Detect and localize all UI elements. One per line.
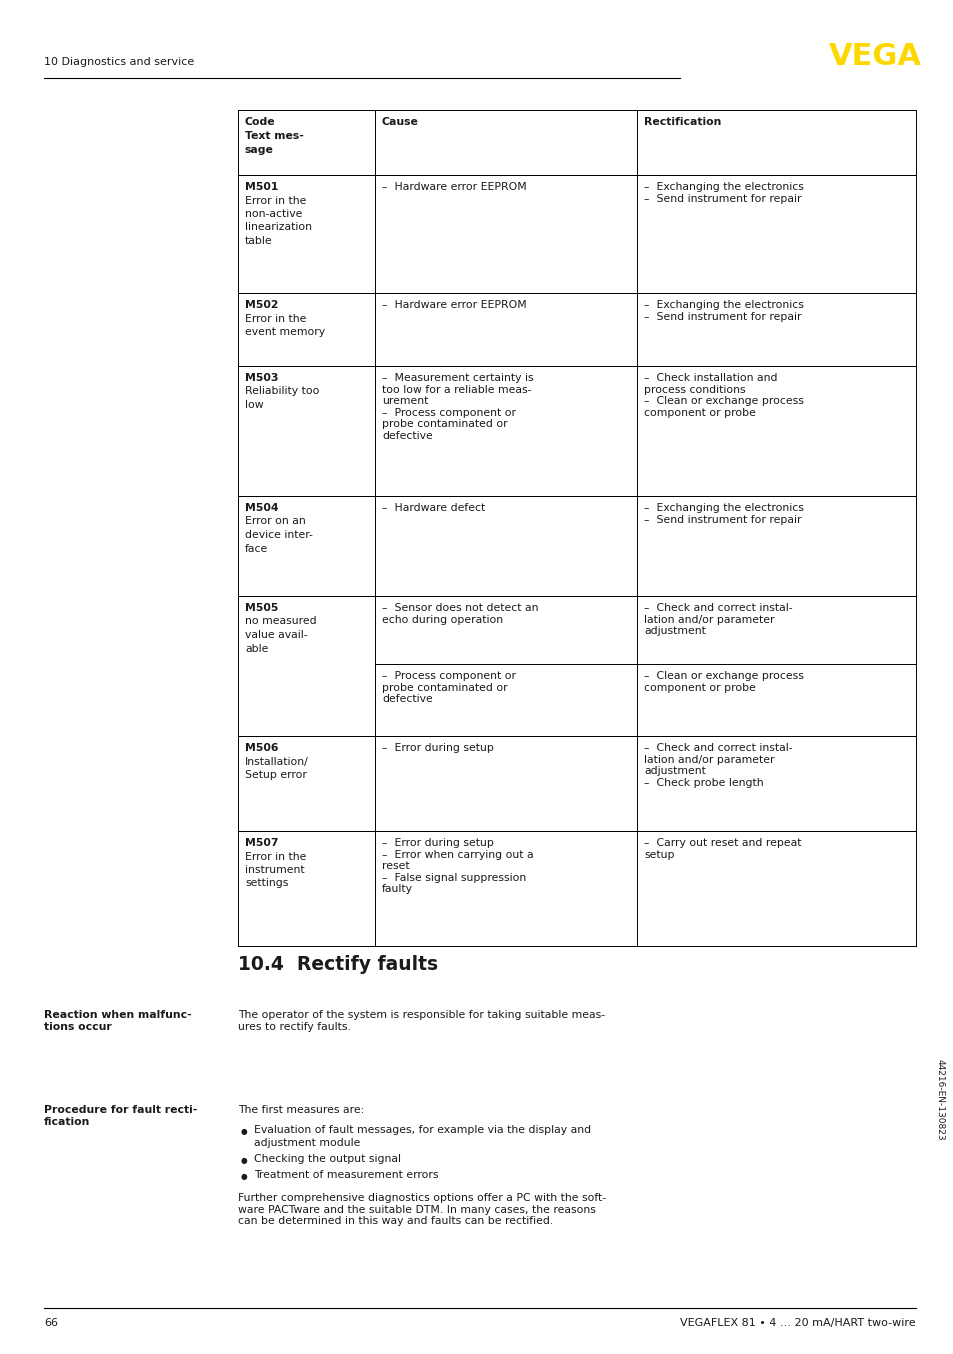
Text: –  Check installation and
process conditions
–  Clean or exchange process
compon: – Check installation and process conditi… bbox=[643, 372, 803, 418]
Text: Error in the: Error in the bbox=[245, 314, 306, 324]
Text: adjustment module: adjustment module bbox=[253, 1139, 360, 1148]
Text: value avail-: value avail- bbox=[245, 630, 307, 640]
Text: –  Error during setup: – Error during setup bbox=[381, 743, 494, 753]
Text: –  Error during setup
–  Error when carrying out a
reset
–  False signal suppres: – Error during setup – Error when carryi… bbox=[381, 838, 533, 895]
Text: –  Check and correct instal-
lation and/or parameter
adjustment
–  Check probe l: – Check and correct instal- lation and/o… bbox=[643, 743, 792, 788]
Text: –  Hardware error EEPROM: – Hardware error EEPROM bbox=[381, 181, 526, 192]
Text: Rectification: Rectification bbox=[643, 116, 720, 127]
Text: Further comprehensive diagnostics options offer a PC with the soft-
ware PACTwar: Further comprehensive diagnostics option… bbox=[237, 1193, 605, 1227]
Text: face: face bbox=[245, 543, 268, 554]
Text: sage: sage bbox=[245, 145, 274, 154]
Text: settings: settings bbox=[245, 879, 288, 888]
Text: device inter-: device inter- bbox=[245, 529, 313, 540]
Text: Reliability too: Reliability too bbox=[245, 386, 319, 397]
Text: Setup error: Setup error bbox=[245, 770, 307, 780]
Text: VEGA: VEGA bbox=[828, 42, 921, 70]
Text: M507: M507 bbox=[245, 838, 278, 848]
Text: The first measures are:: The first measures are: bbox=[237, 1105, 364, 1114]
Text: M502: M502 bbox=[245, 301, 278, 310]
Text: Error in the: Error in the bbox=[245, 195, 306, 206]
Text: 10.4  Rectify faults: 10.4 Rectify faults bbox=[237, 955, 437, 974]
Text: Error in the: Error in the bbox=[245, 852, 306, 861]
Text: no measured: no measured bbox=[245, 616, 316, 627]
Text: –  Exchanging the electronics
–  Send instrument for repair: – Exchanging the electronics – Send inst… bbox=[643, 301, 803, 322]
Text: able: able bbox=[245, 643, 268, 654]
Text: –  Sensor does not detect an
echo during operation: – Sensor does not detect an echo during … bbox=[381, 603, 537, 624]
Text: Procedure for fault recti-
fication: Procedure for fault recti- fication bbox=[44, 1105, 197, 1127]
Text: –  Process component or
probe contaminated or
defective: – Process component or probe contaminate… bbox=[381, 672, 516, 704]
Text: –  Exchanging the electronics
–  Send instrument for repair: – Exchanging the electronics – Send inst… bbox=[643, 181, 803, 203]
Text: –  Measurement certainty is
too low for a reliable meas-
urement
–  Process comp: – Measurement certainty is too low for a… bbox=[381, 372, 533, 441]
Text: Installation/: Installation/ bbox=[245, 757, 309, 766]
Text: VEGAFLEX 81 • 4 … 20 mA/HART two-wire: VEGAFLEX 81 • 4 … 20 mA/HART two-wire bbox=[679, 1317, 915, 1328]
Text: Text mes-: Text mes- bbox=[245, 131, 304, 141]
Text: Cause: Cause bbox=[381, 116, 418, 127]
Text: M506: M506 bbox=[245, 743, 278, 753]
Text: Checking the output signal: Checking the output signal bbox=[253, 1154, 400, 1164]
Text: M503: M503 bbox=[245, 372, 278, 383]
Text: ●: ● bbox=[241, 1156, 248, 1164]
Text: –  Exchanging the electronics
–  Send instrument for repair: – Exchanging the electronics – Send inst… bbox=[643, 502, 803, 524]
Text: Evaluation of fault messages, for example via the display and: Evaluation of fault messages, for exampl… bbox=[253, 1125, 591, 1135]
Text: non-active: non-active bbox=[245, 209, 302, 219]
Text: –  Carry out reset and repeat
setup: – Carry out reset and repeat setup bbox=[643, 838, 801, 860]
Text: –  Hardware error EEPROM: – Hardware error EEPROM bbox=[381, 301, 526, 310]
Text: 66: 66 bbox=[44, 1317, 58, 1328]
Text: linearization: linearization bbox=[245, 222, 312, 233]
Text: Reaction when malfunc-
tions occur: Reaction when malfunc- tions occur bbox=[44, 1010, 192, 1032]
Text: table: table bbox=[245, 236, 273, 246]
Text: –  Clean or exchange process
component or probe: – Clean or exchange process component or… bbox=[643, 672, 803, 693]
Text: instrument: instrument bbox=[245, 865, 304, 875]
Text: M505: M505 bbox=[245, 603, 278, 613]
Text: event memory: event memory bbox=[245, 328, 325, 337]
Text: Code: Code bbox=[245, 116, 275, 127]
Text: M504: M504 bbox=[245, 502, 278, 513]
Text: 10 Diagnostics and service: 10 Diagnostics and service bbox=[44, 57, 194, 66]
Text: Error on an: Error on an bbox=[245, 516, 305, 527]
Text: –  Check and correct instal-
lation and/or parameter
adjustment: – Check and correct instal- lation and/o… bbox=[643, 603, 792, 636]
Text: The operator of the system is responsible for taking suitable meas-
ures to rect: The operator of the system is responsibl… bbox=[237, 1010, 604, 1032]
Text: ●: ● bbox=[241, 1171, 248, 1181]
Text: ●: ● bbox=[241, 1127, 248, 1136]
Text: –  Hardware defect: – Hardware defect bbox=[381, 502, 485, 513]
Text: 44216-EN-130823: 44216-EN-130823 bbox=[935, 1059, 943, 1141]
Text: M501: M501 bbox=[245, 181, 278, 192]
Text: Treatment of measurement errors: Treatment of measurement errors bbox=[253, 1170, 438, 1179]
Text: low: low bbox=[245, 399, 263, 410]
